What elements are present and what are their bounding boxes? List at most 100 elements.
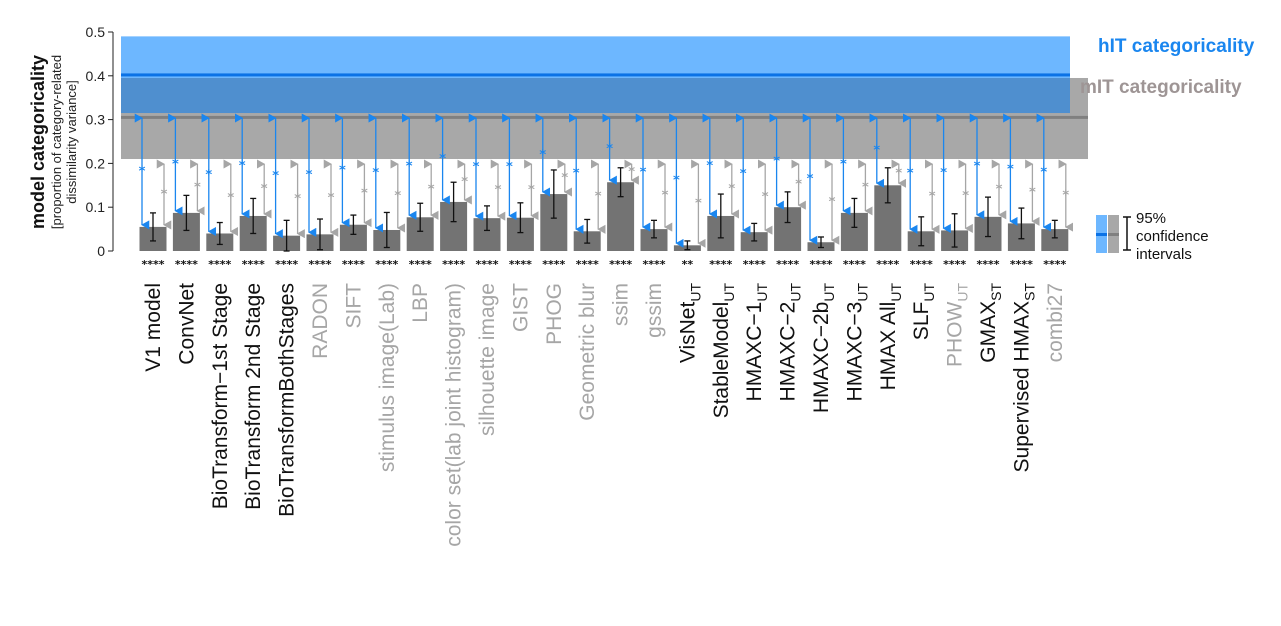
category-label: HMAXC−1UT (743, 283, 770, 402)
mit-asterisk: * (428, 183, 435, 198)
ci-legend: 95% confidence intervals (1096, 210, 1209, 263)
category-label-main: stimulus image(Lab) (376, 283, 399, 472)
significance-stars: **** (910, 258, 933, 271)
category-label: PHOWUT (944, 283, 971, 367)
category-label-main: PHOW (944, 301, 967, 367)
category-label: HMAXC−2bUT (810, 283, 837, 414)
significance-stars: **** (141, 258, 164, 271)
category-label: HMAXC−3UT (843, 283, 870, 402)
significance-stars: **** (308, 258, 331, 271)
band-labels: hIT categoricality mIT categoricality (1080, 36, 1255, 98)
mit-asterisk: * (895, 167, 902, 182)
category-label-main: VisNet (676, 302, 699, 364)
y-tick-label: 0.5 (86, 24, 106, 40)
hit-asterisk: * (873, 144, 880, 159)
category-label-subscript: ST (1021, 283, 1037, 301)
category-label: V1 model (142, 283, 165, 372)
hit-asterisk: * (640, 166, 647, 181)
significance-stars: **** (409, 258, 432, 271)
category-label-main: RADON (309, 283, 332, 359)
category-label: BioTransformBothStages (276, 283, 299, 517)
category-label: PHOG (543, 283, 566, 345)
category-label: VisNetUT (676, 283, 703, 364)
hit-asterisk: * (306, 168, 313, 183)
category-labels: **** V1 model **** ConvNet **** BioTransform−… (141, 258, 1066, 547)
y-axis-sublabel-1: [proportion of category-related (49, 55, 64, 229)
category-label-main: Geometric blur (576, 283, 599, 421)
hit-asterisk: * (907, 167, 914, 182)
category-label: HMAXC−2UT (777, 283, 804, 402)
significance-stars: **** (509, 258, 532, 271)
hit-asterisk: * (205, 168, 212, 183)
hit-asterisk: * (439, 152, 446, 167)
y-tick-label: 0.2 (86, 155, 106, 171)
hit-asterisk: * (807, 172, 814, 187)
mit-asterisk: * (495, 183, 502, 198)
category-label: GMAXST (977, 283, 1004, 363)
category-label: BioTransform 2nd Stage (242, 283, 265, 510)
significance-stars: **** (375, 258, 398, 271)
mit-asterisk: * (461, 175, 468, 190)
significance-stars: **** (809, 258, 832, 271)
category-label-main: Supervised HMAX (1010, 301, 1033, 473)
hit-asterisk: * (406, 160, 413, 175)
y-axis-label: model categoricality (28, 55, 48, 229)
mit-asterisk: * (561, 171, 568, 186)
category-label: Geometric blur (576, 283, 599, 421)
category-label-main: SIFT (342, 283, 365, 329)
hit-asterisk: * (606, 142, 613, 157)
category-label-main: combi27 (1044, 283, 1067, 362)
category-label: color set(lab joint histogram) (443, 283, 466, 547)
y-axis-label-group: model categoricality [proportion of cate… (28, 55, 79, 229)
y-axis-sublabel-2: dissimilarity variance] (64, 80, 79, 204)
hit-asterisk: * (940, 166, 947, 181)
hit-asterisk: * (673, 174, 680, 189)
category-label-main: V1 model (142, 283, 165, 372)
category-label-main: ssim (610, 283, 633, 326)
category-label-main: GMAX (977, 301, 1000, 363)
category-label-main: color set(lab joint histogram) (443, 283, 466, 547)
significance-stars: **** (542, 258, 565, 271)
category-label-subscript: UT (854, 283, 870, 302)
category-label-subscript: UT (687, 283, 703, 302)
hit-asterisk: * (740, 167, 747, 182)
hit-mean-line (121, 73, 1070, 77)
mit-asterisk: * (194, 180, 201, 195)
category-label-main: HMAXC−1 (743, 302, 766, 402)
mit-asterisk: * (996, 182, 1003, 197)
bar (740, 232, 768, 251)
y-tick-label: 0.1 (86, 199, 106, 215)
mit-asterisk: * (695, 197, 702, 212)
category-label-main: PHOG (543, 283, 566, 345)
hit-asterisk: * (139, 164, 146, 179)
hit-asterisk: * (506, 160, 513, 175)
mit-asterisk: * (261, 182, 268, 197)
bar (640, 229, 668, 251)
category-label-main: BioTransform−1st Stage (209, 283, 232, 509)
mit-asterisk: * (962, 189, 969, 204)
significance-stars: **** (776, 258, 799, 271)
significance-stars: **** (1043, 258, 1066, 271)
mit-categoricality-label: mIT categoricality (1080, 77, 1242, 98)
category-label: SLFUT (910, 283, 937, 341)
category-label-main: BioTransformBothStages (276, 283, 299, 517)
category-label-main: HMAXC−2b (810, 302, 833, 413)
mit-asterisk: * (728, 182, 735, 197)
mit-asterisk: * (227, 191, 234, 206)
mit-asterisk: * (628, 165, 635, 180)
significance-stars: **** (876, 258, 899, 271)
y-tick-label: 0.3 (86, 112, 106, 128)
category-label: Supervised HMAXST (1010, 283, 1037, 473)
ci-overlap-band (121, 77, 1070, 114)
category-label: HMAX AllUT (877, 283, 904, 391)
mit-asterisk: * (1029, 186, 1036, 201)
mit-asterisk: * (394, 189, 401, 204)
mit-asterisk: * (829, 195, 836, 210)
category-label: combi27 (1044, 283, 1067, 362)
category-label-main: gssim (643, 283, 666, 338)
significance-stars: **** (475, 258, 498, 271)
category-label-main: StableModel (710, 302, 733, 419)
category-label-main: silhouette image (476, 283, 499, 436)
mit-asterisk: * (595, 190, 602, 205)
category-label-subscript: UT (788, 283, 804, 302)
